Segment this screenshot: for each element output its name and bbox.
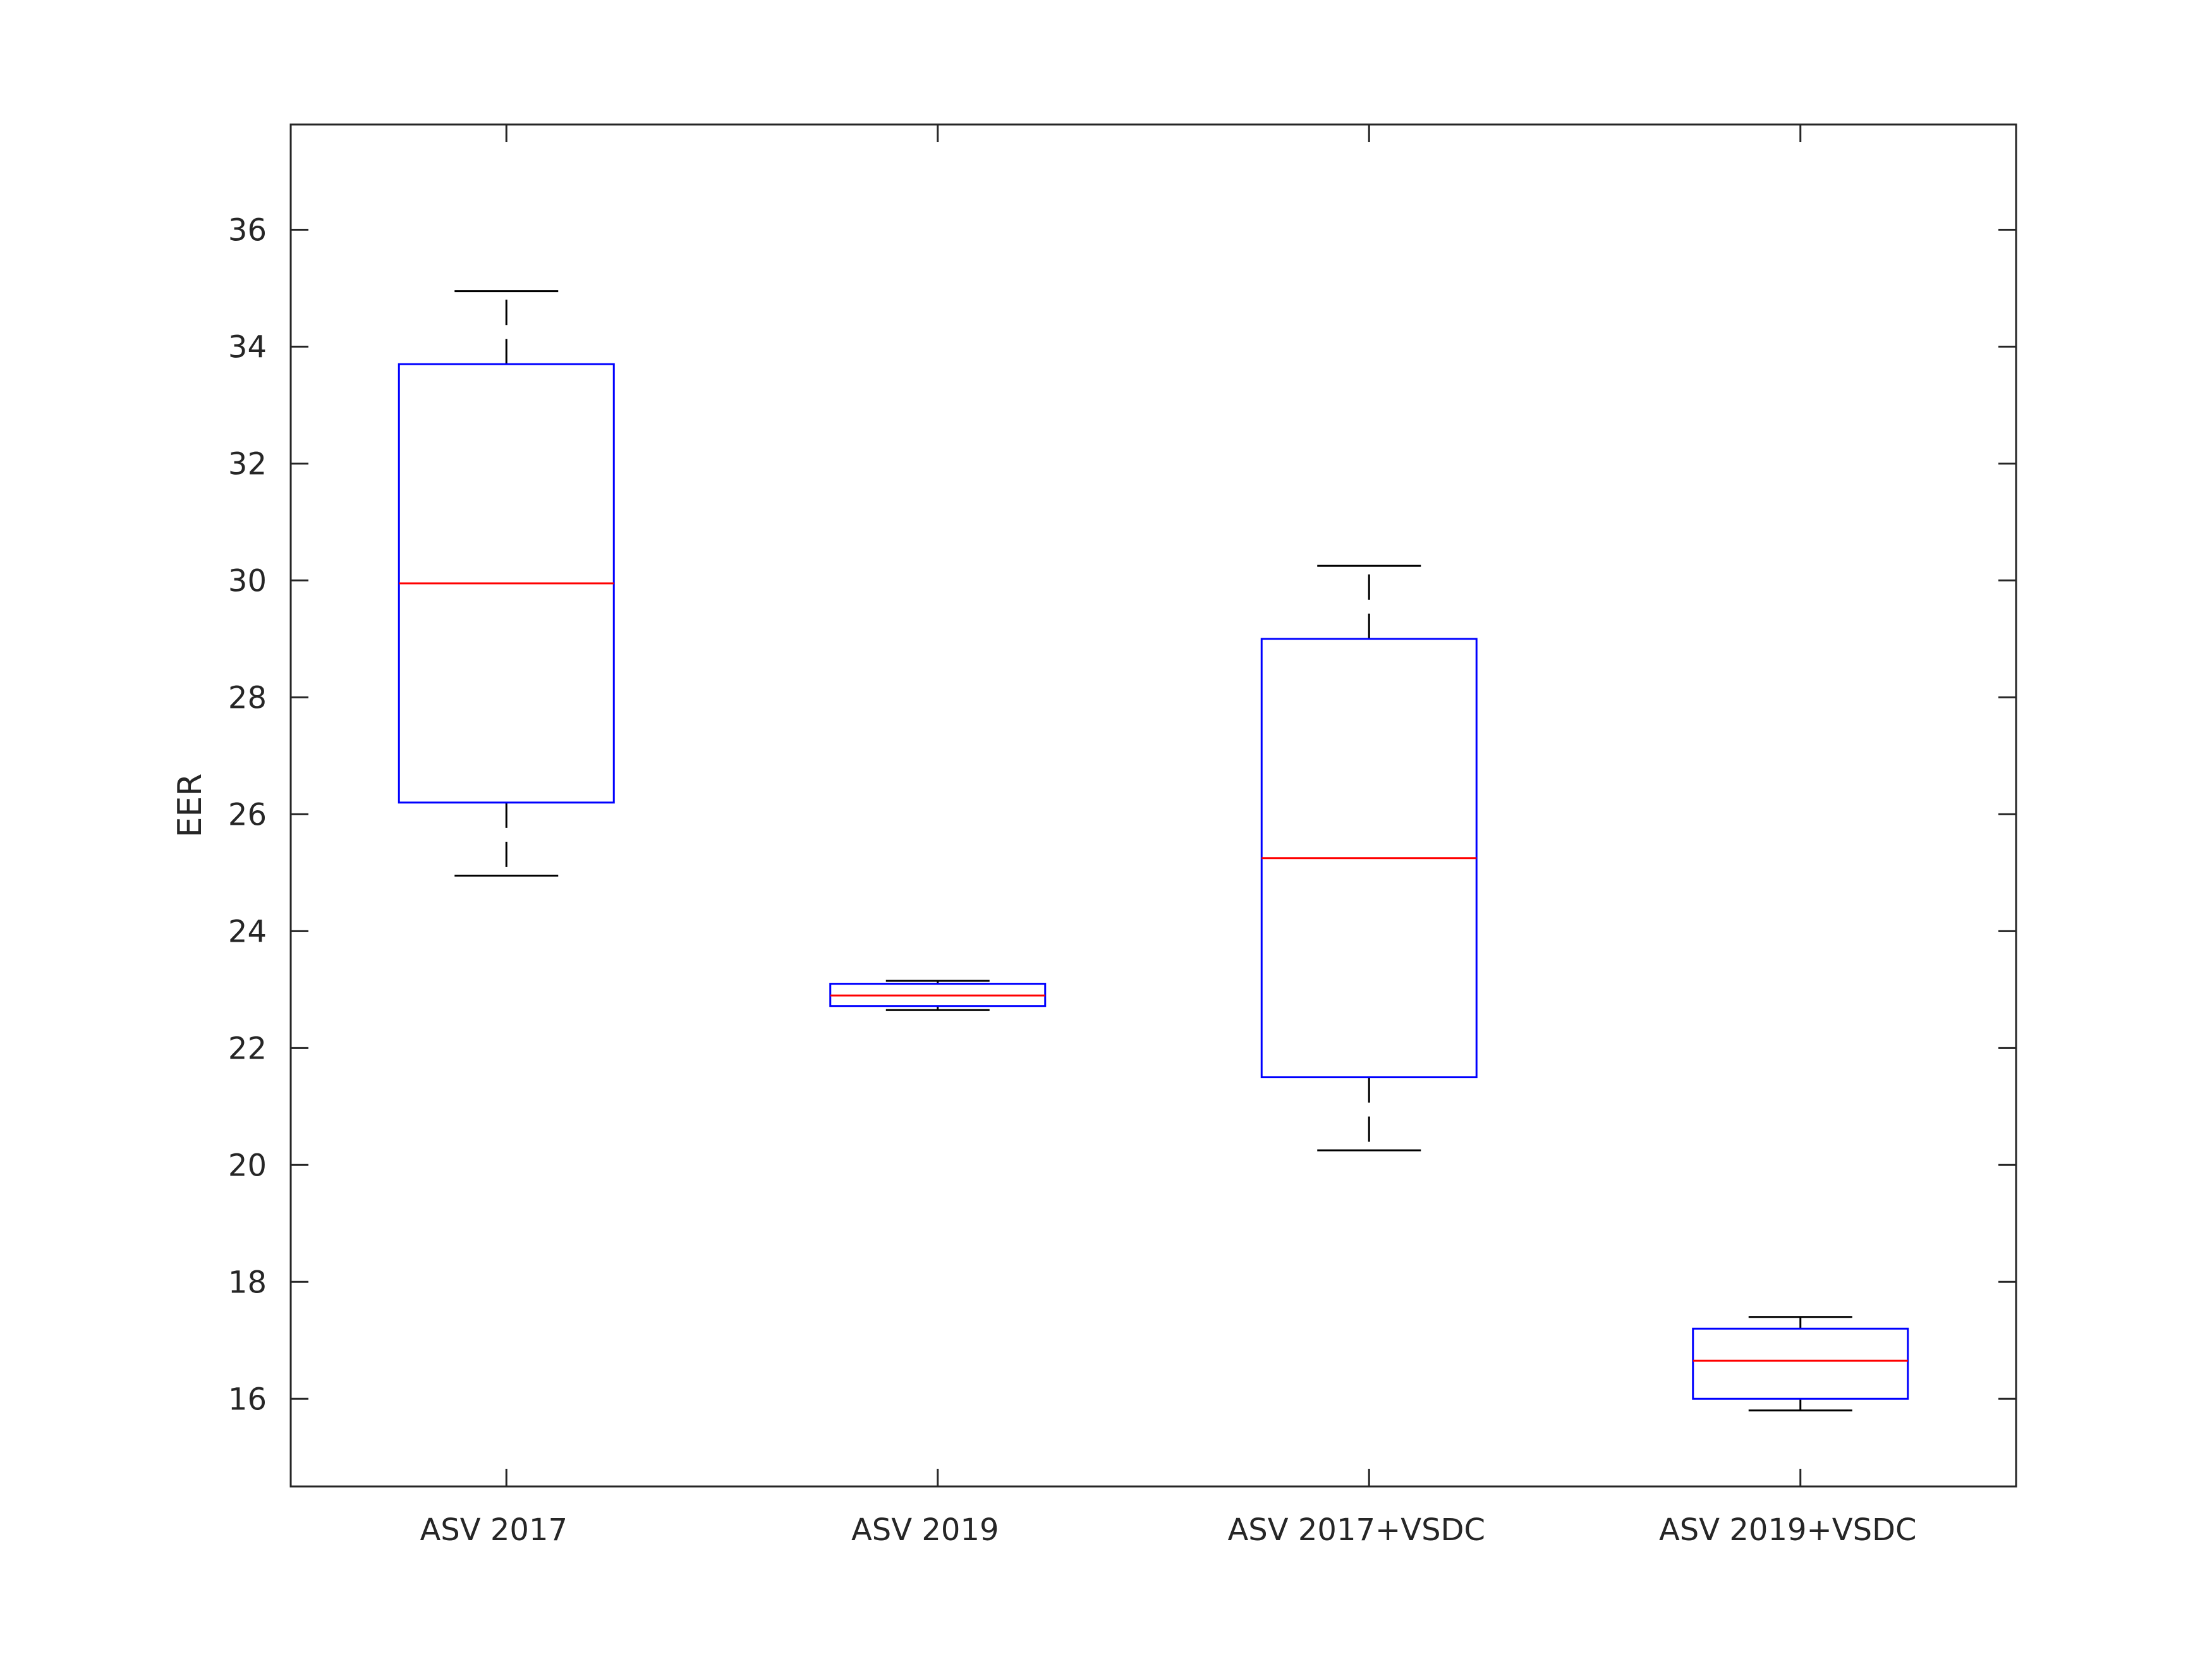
box-2 [829,980,1047,1011]
y-tick-label: 22 [228,1031,267,1066]
y-tick-label: 24 [228,914,267,949]
axis-ticks [291,125,2016,1486]
y-axis-label: EER [171,774,209,838]
x-tick-labels: ASV 2017 ASV 2019 ASV 2017+VSDC ASV 2019+VS… [420,1512,1916,1548]
box-4 [1692,1316,1909,1412]
box-iqr [1692,1327,1909,1400]
y-tick-labels: 16 18 20 22 24 26 28 30 32 34 36 [228,212,267,1417]
y-tick-label: 30 [228,563,267,599]
y-tick-label: 36 [228,212,267,248]
box-3 [1260,564,1478,1152]
x-tick-label: ASV 2019+VSDC [1659,1512,1917,1548]
y-tick-label: 18 [228,1265,267,1300]
box-1 [398,290,615,877]
y-tick-label: 28 [228,680,267,715]
y-tick-label: 34 [228,329,267,365]
y-tick-label: 16 [228,1382,267,1417]
box-series [398,290,1909,1412]
y-tick-label: 32 [228,446,267,482]
x-tick-label: ASV 2019 [851,1512,999,1548]
y-tick-label: 26 [228,797,267,832]
x-tick-label: ASV 2017+VSDC [1227,1512,1485,1548]
plot-area-frame [289,123,2017,1488]
y-tick-label: 20 [228,1148,267,1183]
x-tick-label: ASV 2017 [420,1512,568,1548]
